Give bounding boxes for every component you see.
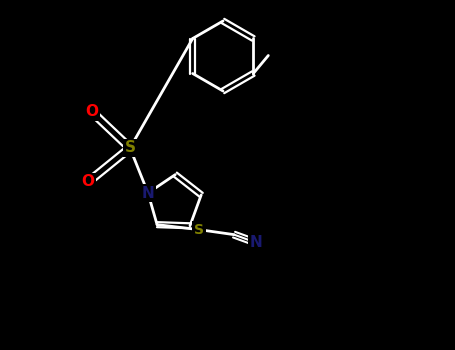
Text: S: S [194,223,204,237]
Text: O: O [81,175,95,189]
Text: N: N [142,186,154,201]
Text: S: S [125,140,136,155]
Text: O: O [86,105,98,119]
Text: N: N [250,235,263,250]
